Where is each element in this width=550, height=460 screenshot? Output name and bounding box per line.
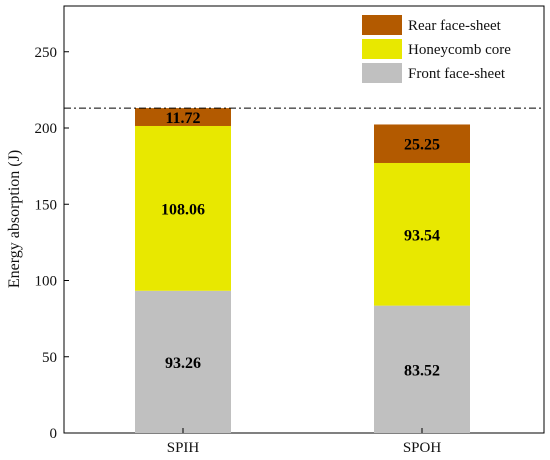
legend-label: Honeycomb core xyxy=(408,42,511,58)
bar-segment xyxy=(135,290,231,433)
legend-swatch xyxy=(362,63,402,83)
data-label: 83.52 xyxy=(404,362,440,379)
bar-segment xyxy=(374,162,470,306)
y-tick-label: 200 xyxy=(35,121,58,137)
data-label: 108.06 xyxy=(161,201,205,218)
bar-segment xyxy=(135,108,231,126)
bars-group xyxy=(135,108,470,433)
y-axis-ticks: 0 50 100 150 200 250 xyxy=(35,45,69,442)
x-axis-categories: SPIH SPOH xyxy=(167,428,442,456)
data-labels-group: 93.26 108.06 11.72 83.52 93.54 25.25 xyxy=(161,110,440,379)
legend-swatch xyxy=(362,39,402,59)
data-label: 25.25 xyxy=(404,137,440,154)
y-tick-label: 50 xyxy=(42,350,57,366)
legend-label: Front face-sheet xyxy=(408,66,506,82)
legend-label: Rear face-sheet xyxy=(408,18,502,34)
y-axis-title: Energy absorption (J) xyxy=(6,150,23,288)
data-label: 11.72 xyxy=(165,110,200,127)
plot-frame xyxy=(63,5,545,434)
bar-segment xyxy=(374,124,470,163)
bar-segment xyxy=(374,305,470,433)
y-tick-label: 250 xyxy=(35,45,58,61)
data-label: 93.54 xyxy=(404,227,440,244)
y-tick-label: 150 xyxy=(35,197,58,213)
x-category-label: SPIH xyxy=(167,440,200,456)
legend: Rear face-sheet Honeycomb core Front face-… xyxy=(362,15,511,83)
legend-swatch xyxy=(362,15,402,35)
x-category-label: SPOH xyxy=(403,440,442,456)
bar-segment xyxy=(135,125,231,291)
data-label: 93.26 xyxy=(165,355,201,372)
y-tick-label: 100 xyxy=(35,274,58,290)
y-tick-label: 0 xyxy=(50,426,58,442)
